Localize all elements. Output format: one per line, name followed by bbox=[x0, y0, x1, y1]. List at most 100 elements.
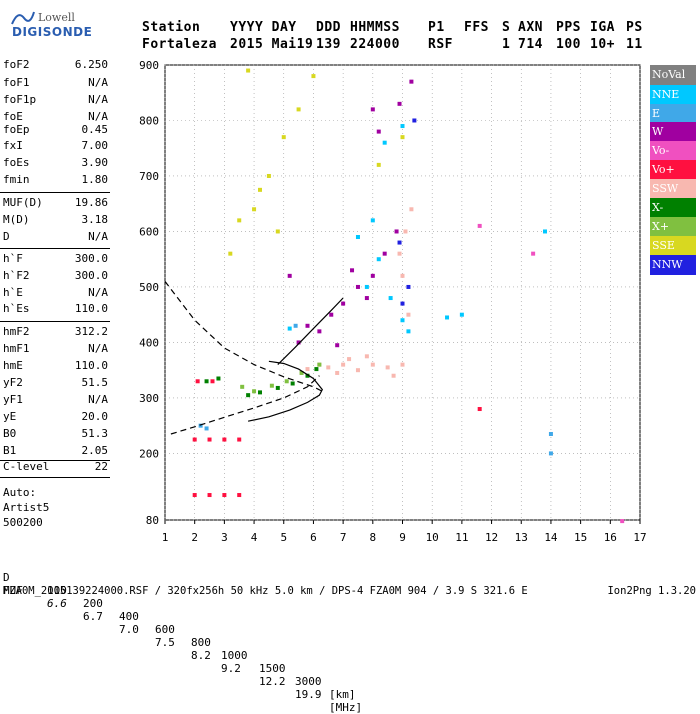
x-tick-label: 5 bbox=[280, 531, 287, 544]
x-tick-label: 13 bbox=[515, 531, 528, 544]
param-separator bbox=[0, 460, 110, 461]
legend-sse: SSE bbox=[650, 236, 696, 256]
y-tick-label: 800 bbox=[139, 114, 159, 127]
y-tick-label: 600 bbox=[139, 225, 159, 238]
header-row-2: Fortaleza 2015 Mai19 139 224000 RSF 1 71… bbox=[142, 37, 652, 53]
echo-point bbox=[266, 173, 271, 178]
footer-d-value: 600 bbox=[155, 623, 175, 636]
param-value: N/A bbox=[88, 230, 108, 243]
y-tick-label: 900 bbox=[139, 59, 159, 72]
echo-point bbox=[385, 365, 390, 370]
param-md: M(D) 3.18 bbox=[3, 213, 108, 227]
echo-point bbox=[293, 323, 298, 328]
x-tick-label: 8 bbox=[370, 531, 377, 544]
param-value: 22 bbox=[94, 460, 108, 473]
echo-point bbox=[237, 437, 242, 442]
x-tick-label: 2 bbox=[191, 531, 198, 544]
echo-point bbox=[397, 101, 402, 106]
param-value: 0.45 bbox=[81, 123, 109, 136]
x-tick-label: 14 bbox=[544, 531, 558, 544]
param-fxI: fxI 7.00 bbox=[3, 139, 108, 153]
legend-label: X+ bbox=[652, 220, 670, 233]
echo-point bbox=[406, 284, 411, 289]
param-hF2: h`F2 300.0 bbox=[3, 269, 108, 283]
echo-point bbox=[548, 431, 553, 436]
echo-point bbox=[355, 235, 360, 240]
param-value: N/A bbox=[88, 286, 108, 299]
param-separator bbox=[0, 321, 110, 322]
param-clevel: C-level 22 bbox=[3, 460, 108, 474]
footer-d-label: D bbox=[3, 571, 10, 584]
echo-point bbox=[207, 493, 212, 498]
echo-point bbox=[252, 389, 257, 394]
param-foEp: foEp 0.45 bbox=[3, 123, 108, 137]
param-value: 20.0 bbox=[81, 410, 109, 423]
echo-point bbox=[216, 376, 221, 381]
echo-point bbox=[290, 381, 295, 386]
param-B0: B0 51.3 bbox=[3, 427, 108, 441]
echo-point bbox=[355, 368, 360, 373]
y-tick-label: 80 bbox=[146, 514, 159, 527]
echo-point bbox=[382, 251, 387, 256]
header-iga-label: IGA bbox=[590, 20, 615, 35]
header-s-label: S bbox=[502, 20, 511, 35]
footer-muf-value: 7.5 bbox=[155, 636, 175, 649]
header-yyyyday-label: YYYY DAY bbox=[230, 20, 297, 35]
echo-point bbox=[284, 379, 289, 384]
param-value: 3.18 bbox=[81, 213, 109, 226]
param-label: M(D) bbox=[3, 213, 30, 226]
header-date-value: 2015 Mai19 bbox=[230, 37, 314, 52]
profile-curve bbox=[247, 360, 324, 422]
footer-muf-value: 7.0 bbox=[119, 623, 139, 636]
header-pps-label: PPS bbox=[556, 20, 581, 35]
legend-label: Vo- bbox=[652, 144, 670, 157]
echo-point bbox=[317, 362, 322, 367]
param-value: 51.5 bbox=[81, 376, 109, 389]
footer-d-row: D 100 200 400 600 800 1000 1500 3000 [km… bbox=[3, 558, 403, 701]
echo-point bbox=[207, 437, 212, 442]
param-d: D N/A bbox=[3, 230, 108, 244]
echo-point bbox=[355, 284, 360, 289]
header-row-1: Station YYYY DAY DDD HHMMSS P1 FFS S AXN… bbox=[142, 20, 652, 36]
legend-label: E bbox=[652, 107, 661, 120]
footer-d-value: 1000 bbox=[221, 649, 248, 662]
footer-muf-value: 6.7 bbox=[83, 610, 103, 623]
echo-point bbox=[305, 323, 310, 328]
echo-point bbox=[531, 251, 536, 256]
param-hmE: hmE 110.0 bbox=[3, 359, 108, 373]
param-label: hmF1 bbox=[3, 342, 30, 355]
param-value: N/A bbox=[88, 76, 108, 89]
y-tick-label: 500 bbox=[139, 281, 159, 294]
echo-point bbox=[376, 257, 381, 262]
param-label: hmE bbox=[3, 359, 23, 372]
auto-text: Artist5 bbox=[3, 501, 50, 514]
footer-d-value: 3000 bbox=[295, 675, 322, 688]
x-tick-label: 16 bbox=[604, 531, 617, 544]
param-separator bbox=[0, 248, 110, 249]
logo-digisonde-text: DIGISONDE bbox=[12, 25, 93, 39]
param-label: MUF(D) bbox=[3, 196, 43, 209]
echo-point bbox=[376, 129, 381, 134]
echo-point bbox=[477, 407, 482, 412]
param-label: B0 bbox=[3, 427, 17, 440]
footer-muf-value: 19.9 bbox=[295, 688, 322, 701]
param-value: 110.0 bbox=[74, 302, 108, 315]
echo-point bbox=[192, 493, 197, 498]
param-label: fxI bbox=[3, 139, 23, 152]
y-tick-label: 200 bbox=[139, 447, 159, 460]
param-hE: h`E N/A bbox=[3, 286, 108, 300]
param-value: 2.05 bbox=[81, 444, 109, 457]
param-hmF1: hmF1 N/A bbox=[3, 342, 108, 356]
dashed-trace-curve bbox=[164, 281, 323, 392]
echo-point bbox=[445, 315, 450, 320]
param-label: foF1p bbox=[3, 93, 37, 106]
header-ddd-label: DDD bbox=[316, 20, 341, 35]
param-separator bbox=[0, 192, 110, 193]
param-hF: h`F 300.0 bbox=[3, 252, 108, 266]
legend-label: X- bbox=[652, 201, 664, 214]
x-tick-label: 10 bbox=[426, 531, 439, 544]
echo-point bbox=[400, 362, 405, 367]
echo-point bbox=[364, 284, 369, 289]
echo-point bbox=[240, 384, 245, 389]
echo-point bbox=[548, 451, 553, 456]
